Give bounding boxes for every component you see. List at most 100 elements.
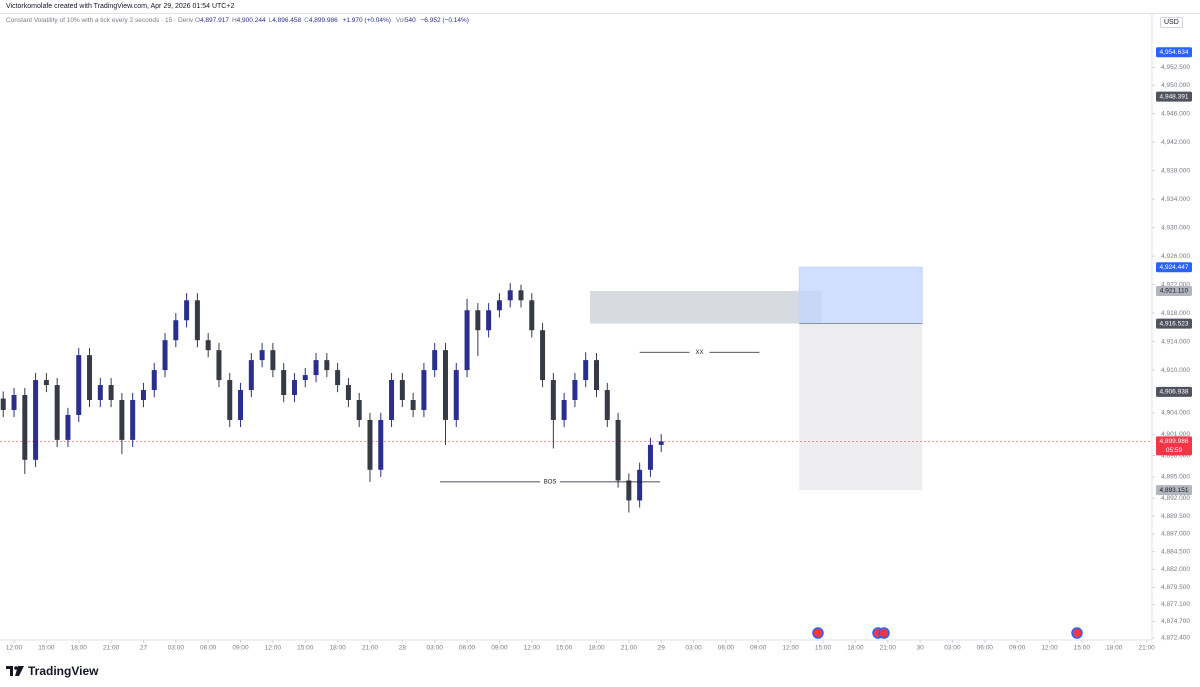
candle-body [421, 370, 427, 410]
candle-body [540, 330, 546, 381]
candle-body [43, 380, 49, 386]
candle-body [367, 419, 373, 470]
x-tick-label: 09:00 [491, 645, 508, 652]
y-tick-label: 4,952.500 [1161, 64, 1190, 71]
x-tick-label: 12:00 [524, 645, 541, 652]
y-tick-label: 4,901.000 [1161, 431, 1190, 438]
logo-text: TradingView [28, 664, 99, 678]
x-tick-label: 06:00 [200, 645, 217, 652]
candle-body [97, 385, 103, 400]
candle-body [615, 419, 621, 481]
y-tick-label: 4,895.000 [1161, 474, 1190, 481]
last-price-label: 4,899.986 [1160, 438, 1189, 445]
y-tick-label: 4,922.000 [1161, 281, 1190, 288]
y-tick-label: 4,872.400 [1161, 635, 1190, 642]
candle-body [76, 355, 82, 415]
candle-body [270, 350, 276, 371]
x-tick-label: 12:00 [265, 645, 282, 652]
candle-body [119, 399, 125, 440]
candle-body [335, 370, 341, 386]
candle-body [486, 310, 492, 331]
candle-body [248, 360, 254, 391]
y-tick-label: 4,950.000 [1161, 82, 1190, 89]
position-stop [799, 323, 923, 491]
candle-body [561, 399, 567, 420]
y-tick-label: 4,892.000 [1161, 495, 1190, 502]
last-price-badge [1156, 436, 1192, 456]
supply-zone [590, 290, 822, 324]
x-tick-label: 21:00 [1138, 645, 1155, 652]
candle-body [658, 441, 664, 445]
price-badge [1156, 285, 1192, 296]
candle-body [442, 350, 448, 420]
x-tick-label: 12:00 [783, 645, 800, 652]
x-tick-label: 15:00 [38, 645, 55, 652]
price-badge [1156, 47, 1192, 58]
x-tick-label: 03:00 [944, 645, 961, 652]
candle-body [583, 360, 589, 381]
price-badge [1156, 386, 1192, 397]
volume: 540 [404, 17, 416, 24]
x-tick-label: 18:00 [329, 645, 346, 652]
y-tick-label: 4,934.000 [1161, 196, 1190, 203]
candle-body [378, 419, 384, 470]
event-icon[interactable] [878, 627, 890, 639]
ohlc-value: 4,899.986 [308, 17, 338, 24]
x-tick-label: 18:00 [588, 645, 605, 652]
candle-body [11, 395, 17, 410]
y-tick-label: 4,946.000 [1161, 110, 1190, 117]
price-badge-label: 4,906.938 [1160, 389, 1189, 396]
x-tick-label: 03:00 [427, 645, 444, 652]
position-target [798, 266, 923, 325]
price-badge-label: 4,916.523 [1160, 320, 1189, 327]
y-tick-label: 4,887.000 [1161, 531, 1190, 538]
candle-body [151, 370, 157, 391]
x-tick-label: 28 [399, 645, 407, 652]
price-badge-label: 4,921.110 [1160, 288, 1189, 295]
footer: TradingView [6, 664, 98, 678]
x-tick-label: 15:00 [297, 645, 314, 652]
x-tick-label: 12:00 [6, 645, 23, 652]
candle-body [529, 300, 535, 331]
y-tick-label: 4,914.000 [1161, 338, 1190, 345]
price-badge [1156, 262, 1192, 273]
y-tick-label: 4,910.000 [1161, 367, 1190, 374]
annotation-bg [540, 477, 561, 486]
candle-body [54, 385, 60, 440]
candle-body [647, 444, 653, 470]
candle-body [130, 399, 136, 440]
x-tick-label: 21:00 [103, 645, 120, 652]
y-tick-label: 4,877.100 [1161, 601, 1190, 608]
candle-body [572, 380, 578, 400]
ohlc-value: 4,896.458 [272, 17, 302, 24]
candle-body [518, 290, 524, 301]
y-tick-label: 4,889.500 [1161, 513, 1190, 520]
candle-body [205, 340, 211, 351]
x-tick-label: 09:00 [232, 645, 249, 652]
y-tick-label: 4,926.000 [1161, 253, 1190, 260]
annotation-bg [689, 348, 710, 357]
candle-body [281, 370, 287, 396]
ohlc-value: 4,900.244 [236, 17, 266, 24]
candle-body [0, 398, 6, 410]
price-badge [1156, 485, 1192, 496]
x-tick-label: 27 [140, 645, 148, 652]
event-icon[interactable] [812, 627, 824, 639]
price-badge-label: 4,893.151 [1160, 487, 1189, 494]
currency[interactable]: USD [1160, 17, 1183, 28]
candle-body [399, 380, 405, 400]
volume-change: −6.952 (−0.14%) [420, 17, 469, 24]
x-tick-label: 18:00 [1106, 645, 1123, 652]
candle-body [162, 340, 168, 371]
candle-body [173, 320, 179, 341]
candle-body [410, 399, 416, 410]
candle-body [65, 414, 71, 440]
candle-body [453, 370, 459, 420]
candle-body [593, 360, 599, 391]
x-tick-label: 21:00 [880, 645, 897, 652]
y-tick-label: 4,879.500 [1161, 584, 1190, 591]
x-tick-label: 18:00 [847, 645, 864, 652]
y-tick-label: 4,938.000 [1161, 167, 1190, 174]
candle-body [227, 380, 233, 420]
event-icon[interactable] [1071, 627, 1083, 639]
